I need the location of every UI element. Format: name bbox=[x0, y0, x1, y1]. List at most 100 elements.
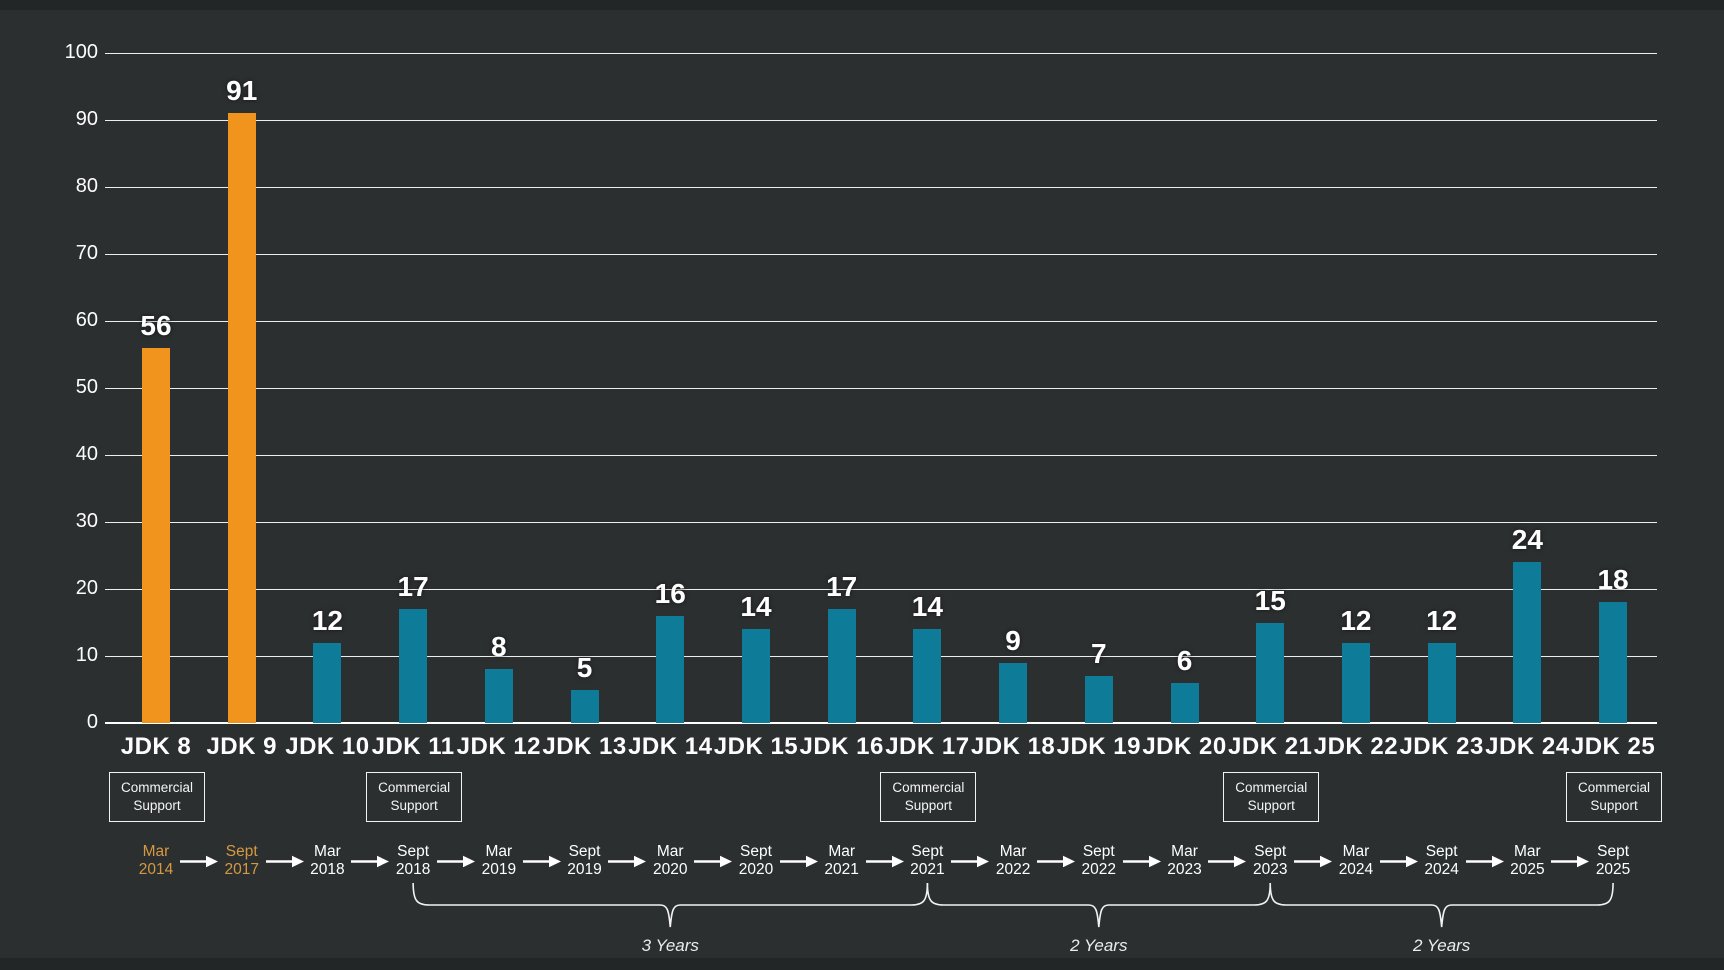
y-axis-tick-label: 0 bbox=[86, 711, 98, 733]
bar-jdk-8 bbox=[142, 347, 170, 723]
arrow-right-icon bbox=[865, 855, 904, 868]
x-axis-label: JDK 8 bbox=[120, 733, 192, 760]
gridline bbox=[105, 53, 1657, 54]
bar-value-label: 12 bbox=[1340, 604, 1372, 636]
timeline-year: 2017 bbox=[224, 861, 259, 879]
bar-jdk-13 bbox=[570, 689, 599, 723]
bar-jdk-23 bbox=[1427, 642, 1456, 723]
bar-jdk-12 bbox=[484, 669, 513, 723]
timeline-date: Sept 2024 bbox=[1400, 843, 1484, 880]
arrow-right-icon bbox=[436, 855, 475, 868]
x-axis-label: JDK 23 bbox=[1399, 733, 1484, 760]
bar-jdk-10 bbox=[313, 642, 342, 723]
timeline-date: Mar 2019 bbox=[457, 843, 541, 880]
letterbox-top bbox=[0, 0, 1724, 10]
timeline-date: Sept 2017 bbox=[200, 843, 284, 880]
timeline-year: 2021 bbox=[824, 861, 859, 879]
timeline-month: Mar bbox=[1342, 843, 1370, 860]
timeline-date: Sept 2019 bbox=[543, 843, 627, 880]
timeline-month: Sept bbox=[1425, 843, 1458, 860]
bar-value-label: 14 bbox=[740, 591, 772, 623]
y-axis-tick-label: 50 bbox=[75, 376, 98, 398]
arrow-right-icon bbox=[351, 855, 390, 868]
commercial-support-badge: Commercial Support bbox=[109, 772, 205, 823]
arrow-right-icon bbox=[1294, 855, 1333, 868]
timeline-year: 2021 bbox=[910, 861, 945, 879]
bar-jdk-11 bbox=[399, 609, 428, 723]
x-axis-label: JDK 16 bbox=[799, 733, 884, 760]
brace-duration-label: 2 Years bbox=[1412, 936, 1471, 955]
timeline-date: Sept 2022 bbox=[1057, 843, 1141, 880]
arrow-right-icon bbox=[1208, 855, 1247, 868]
bar-value-label: 12 bbox=[1426, 604, 1458, 636]
arrow-right-icon bbox=[265, 855, 304, 868]
timeline-date: Mar 2021 bbox=[800, 843, 884, 880]
y-axis-tick-label: 30 bbox=[75, 510, 98, 532]
commercial-support-badge: Commercial Support bbox=[1566, 772, 1663, 823]
x-axis-label: JDK 19 bbox=[1056, 733, 1141, 760]
bar-value-label: 17 bbox=[397, 571, 429, 603]
x-axis-label: JDK 12 bbox=[456, 733, 542, 760]
timeline-date: Sept 2020 bbox=[714, 843, 798, 880]
bar-jdk-24 bbox=[1513, 562, 1542, 723]
bar-value-label: 56 bbox=[140, 309, 172, 341]
timeline-month: Mar bbox=[485, 843, 513, 860]
bar-jdk-21 bbox=[1256, 622, 1285, 723]
timeline-date: Mar 2022 bbox=[971, 843, 1055, 880]
arrow-right-icon bbox=[951, 855, 990, 868]
timeline-year: 2025 bbox=[1595, 861, 1631, 879]
timeline-month: Sept bbox=[911, 843, 944, 860]
bar-jdk-20 bbox=[1170, 682, 1199, 723]
arrow-right-icon bbox=[1465, 855, 1504, 868]
x-axis-label: JDK 25 bbox=[1570, 733, 1656, 760]
timeline-year: 2022 bbox=[1081, 861, 1117, 879]
timeline-date: Mar 2014 bbox=[114, 843, 198, 880]
x-axis-label: JDK 17 bbox=[885, 733, 970, 760]
bar-value-label: 5 bbox=[576, 651, 593, 683]
gridline bbox=[105, 388, 1657, 389]
timeline-year: 2019 bbox=[481, 861, 517, 879]
y-axis-tick-label: 60 bbox=[75, 309, 98, 331]
timeline-month: Mar bbox=[999, 843, 1027, 860]
y-axis-tick-label: 80 bbox=[75, 175, 98, 197]
timeline-year: 2018 bbox=[310, 861, 345, 879]
y-axis-tick-label: 90 bbox=[75, 108, 98, 130]
bar-value-label: 14 bbox=[911, 591, 943, 623]
gridline bbox=[105, 254, 1657, 255]
timeline-month: Mar bbox=[1171, 843, 1198, 860]
timeline-date: Sept 2018 bbox=[371, 843, 455, 880]
bar-jdk-25 bbox=[1599, 602, 1628, 723]
timeline-year: 2020 bbox=[653, 861, 688, 879]
arrow-right-icon bbox=[179, 855, 218, 868]
timeline-year: 2024 bbox=[1424, 861, 1459, 879]
brace-duration-label: 2 Years bbox=[1070, 936, 1128, 955]
timeline-year: 2024 bbox=[1338, 861, 1374, 879]
bar-value-label: 8 bbox=[491, 631, 507, 663]
commercial-support-badge: Commercial Support bbox=[366, 772, 463, 823]
timeline-month: Mar bbox=[828, 843, 856, 860]
bar-jdk-9 bbox=[227, 113, 256, 723]
bar-value-label: 9 bbox=[1005, 624, 1021, 656]
timeline-year: 2023 bbox=[1167, 861, 1202, 879]
commercial-support-badge-label: Support bbox=[1247, 798, 1295, 814]
bar-value-label: 91 bbox=[226, 75, 258, 107]
bar-value-label: 18 bbox=[1597, 564, 1629, 596]
gridline bbox=[105, 455, 1657, 456]
y-axis-tick-label: 40 bbox=[75, 443, 98, 465]
y-axis-tick-label: 100 bbox=[64, 41, 98, 63]
y-axis-tick-label: 10 bbox=[75, 644, 98, 666]
commercial-support-badge: Commercial Support bbox=[1223, 772, 1320, 823]
y-axis-tick-label: 70 bbox=[75, 242, 98, 264]
commercial-support-badge-label: Commercial bbox=[1235, 780, 1308, 795]
bar-value-label: 24 bbox=[1511, 524, 1543, 556]
timeline-date: Mar 2018 bbox=[285, 843, 369, 880]
bar-value-label: 17 bbox=[826, 571, 858, 603]
timeline-month: Sept bbox=[1254, 843, 1287, 860]
timeline-year: 2022 bbox=[995, 861, 1031, 879]
commercial-support-badge-label: Commercial bbox=[1578, 780, 1651, 795]
commercial-support-badge-label: Commercial bbox=[892, 780, 965, 795]
gridline bbox=[105, 522, 1657, 523]
bar-value-label: 6 bbox=[1176, 644, 1193, 676]
arrow-right-icon bbox=[522, 855, 561, 868]
